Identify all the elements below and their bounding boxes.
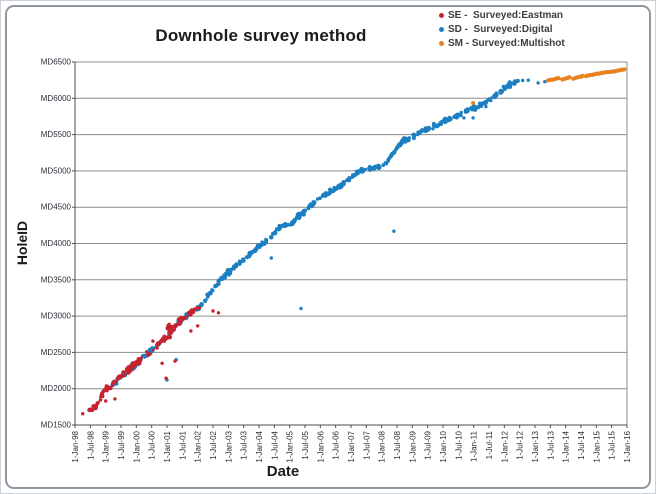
svg-text:MD4000: MD4000 bbox=[41, 239, 72, 248]
svg-text:MD4500: MD4500 bbox=[41, 203, 72, 212]
svg-text:1-Jan-99: 1-Jan-99 bbox=[102, 430, 111, 462]
svg-text:1-Jul-15: 1-Jul-15 bbox=[608, 430, 617, 459]
legend: SE - Surveyed:Eastman SD - Surveyed:Digi… bbox=[439, 8, 565, 50]
svg-text:MD6000: MD6000 bbox=[41, 94, 72, 103]
svg-text:1-Jul-04: 1-Jul-04 bbox=[270, 430, 279, 459]
svg-text:1-Jul-08: 1-Jul-08 bbox=[393, 430, 402, 459]
svg-text:1-Jul-05: 1-Jul-05 bbox=[301, 430, 310, 459]
svg-text:1-Jul-01: 1-Jul-01 bbox=[178, 430, 187, 459]
svg-text:MD5000: MD5000 bbox=[41, 166, 72, 175]
legend-marker-multishot-icon bbox=[439, 40, 444, 46]
legend-label-sd: SD - Surveyed:Digital bbox=[448, 23, 553, 35]
svg-text:1-Jan-05: 1-Jan-05 bbox=[286, 430, 295, 462]
svg-text:MD1500: MD1500 bbox=[41, 421, 72, 430]
svg-text:1-Jan-02: 1-Jan-02 bbox=[194, 430, 203, 462]
svg-text:1-Jan-13: 1-Jan-13 bbox=[531, 430, 540, 462]
svg-text:1-Jul-14: 1-Jul-14 bbox=[577, 430, 586, 459]
svg-text:1-Jul-13: 1-Jul-13 bbox=[546, 430, 555, 459]
legend-item-sd: SD - Surveyed:Digital bbox=[439, 22, 565, 36]
svg-text:MD2000: MD2000 bbox=[41, 384, 72, 393]
svg-text:1-Jan-04: 1-Jan-04 bbox=[255, 430, 264, 462]
svg-text:1-Jan-14: 1-Jan-14 bbox=[562, 430, 571, 462]
legend-label-se: SE - Surveyed:Eastman bbox=[448, 9, 564, 21]
svg-text:MD2500: MD2500 bbox=[41, 348, 72, 357]
legend-marker-eastman-icon bbox=[439, 12, 444, 18]
legend-item-se: SE - Surveyed:Eastman bbox=[439, 8, 565, 22]
svg-text:1-Jul-99: 1-Jul-99 bbox=[117, 430, 126, 459]
legend-marker-digital-icon bbox=[439, 26, 444, 32]
svg-text:MD6500: MD6500 bbox=[41, 58, 72, 67]
svg-text:1-Jan-09: 1-Jan-09 bbox=[408, 430, 417, 462]
x-axis-title: Date bbox=[266, 463, 300, 480]
svg-text:1-Jul-00: 1-Jul-00 bbox=[148, 430, 157, 459]
svg-text:1-Jan-06: 1-Jan-06 bbox=[316, 430, 325, 462]
svg-text:1-Jul-11: 1-Jul-11 bbox=[485, 430, 494, 459]
svg-text:1-Jan-15: 1-Jan-15 bbox=[592, 430, 601, 462]
svg-text:1-Jan-03: 1-Jan-03 bbox=[224, 430, 233, 462]
svg-text:1-Jan-08: 1-Jan-08 bbox=[378, 430, 387, 462]
svg-text:1-Jan-01: 1-Jan-01 bbox=[163, 430, 172, 462]
svg-text:1-Jul-98: 1-Jul-98 bbox=[86, 430, 95, 459]
svg-text:MD3500: MD3500 bbox=[41, 275, 72, 284]
legend-label-sm: SM - Surveyed:Multishot bbox=[448, 37, 565, 49]
svg-text:1-Jul-02: 1-Jul-02 bbox=[209, 430, 218, 459]
svg-text:1-Jan-16: 1-Jan-16 bbox=[623, 430, 632, 462]
legend-item-sm: SM - Surveyed:Multishot bbox=[439, 36, 565, 50]
svg-text:1-Jan-12: 1-Jan-12 bbox=[500, 430, 509, 462]
svg-text:1-Jan-10: 1-Jan-10 bbox=[439, 430, 448, 462]
svg-text:1-Jul-07: 1-Jul-07 bbox=[362, 430, 371, 459]
svg-text:1-Jul-10: 1-Jul-10 bbox=[454, 430, 463, 459]
svg-text:1-Jan-00: 1-Jan-00 bbox=[132, 430, 141, 462]
svg-text:1-Jul-06: 1-Jul-06 bbox=[332, 430, 341, 459]
chart-title: Downhole survey method bbox=[155, 26, 367, 45]
svg-text:1-Jan-98: 1-Jan-98 bbox=[71, 430, 80, 462]
svg-text:1-Jan-07: 1-Jan-07 bbox=[347, 430, 356, 462]
svg-text:1-Jul-09: 1-Jul-09 bbox=[424, 430, 433, 459]
y-axis-title: HoleID bbox=[14, 220, 30, 266]
svg-text:1-Jul-12: 1-Jul-12 bbox=[516, 430, 525, 459]
svg-text:MD3000: MD3000 bbox=[41, 312, 72, 321]
svg-text:MD5500: MD5500 bbox=[41, 130, 72, 139]
svg-text:1-Jul-03: 1-Jul-03 bbox=[240, 430, 249, 459]
svg-text:1-Jan-11: 1-Jan-11 bbox=[470, 430, 479, 462]
